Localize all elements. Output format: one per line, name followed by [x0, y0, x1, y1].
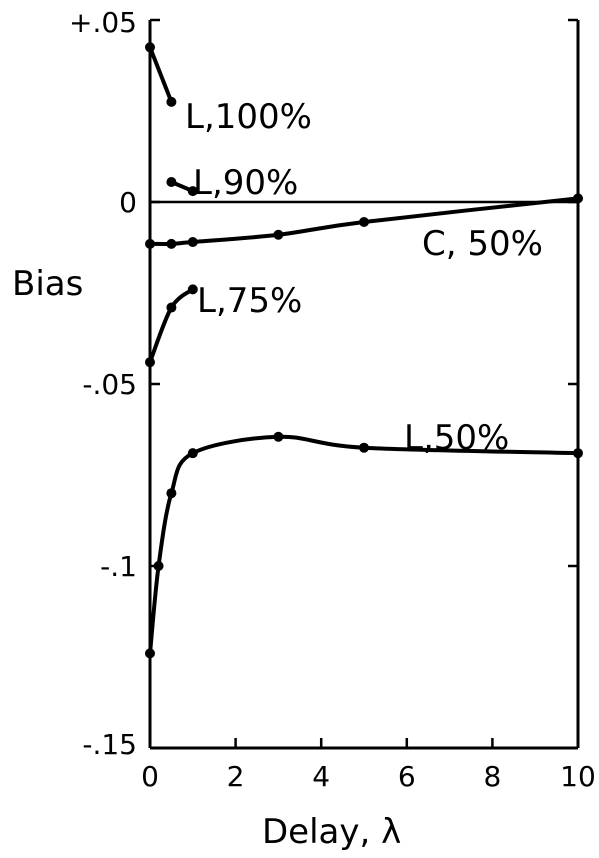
y-tick-label: -.05	[82, 368, 137, 401]
y-axis-ticks: +.05 0 -.05 -.1 -.15	[69, 6, 578, 761]
series-line	[148, 434, 580, 656]
data-point	[359, 217, 369, 228]
data-point	[187, 186, 198, 197]
data-point	[145, 648, 155, 659]
series-label: C, 50%	[422, 224, 543, 264]
series-label: L,75%	[197, 281, 302, 321]
data-point	[145, 42, 155, 53]
data-point	[166, 176, 177, 187]
data-point	[573, 448, 583, 459]
data-point	[187, 448, 198, 459]
data-point	[166, 96, 177, 107]
series-3: C, 50%	[145, 193, 583, 264]
data-point	[166, 302, 177, 313]
y-axis-title: Bias	[12, 264, 83, 304]
data-point	[273, 229, 284, 240]
series-label: L,50%	[404, 418, 509, 458]
series-line	[148, 45, 174, 104]
data-point	[166, 488, 177, 499]
y-tick-label: -.1	[100, 550, 137, 583]
data-point	[145, 357, 155, 368]
data-point	[166, 238, 177, 249]
y-tick-label: -.15	[82, 728, 137, 761]
data-point	[145, 238, 155, 249]
x-axis-ticks: 0 2 4 6 8 10	[141, 738, 596, 793]
x-tick-label: 0	[141, 760, 159, 793]
data-point	[573, 193, 583, 204]
data-point	[153, 561, 164, 571]
series-label: L,90%	[193, 163, 298, 203]
data-point	[273, 431, 284, 442]
series-4: L,75%	[145, 281, 302, 368]
x-tick-label: 2	[227, 760, 245, 793]
data-point	[359, 442, 369, 453]
x-tick-label: 8	[483, 760, 501, 793]
series-line	[148, 287, 195, 365]
data-point	[187, 237, 198, 248]
x-tick-label: 4	[312, 760, 330, 793]
data-point	[187, 284, 198, 295]
series-label: L,100%	[185, 97, 312, 137]
x-axis-title: Delay, λ	[262, 812, 401, 852]
y-tick-label: 0	[119, 186, 137, 219]
x-tick-label: 6	[398, 760, 416, 793]
series-layer: L,100% L,90% C, 50% L,75% L,50%	[145, 42, 583, 659]
y-tick-label: +.05	[69, 6, 137, 39]
series-2: L,90%	[166, 163, 298, 203]
x-tick-label: 10	[560, 760, 596, 793]
series-1: L,100%	[145, 42, 312, 137]
series-5: L,50%	[145, 418, 583, 659]
